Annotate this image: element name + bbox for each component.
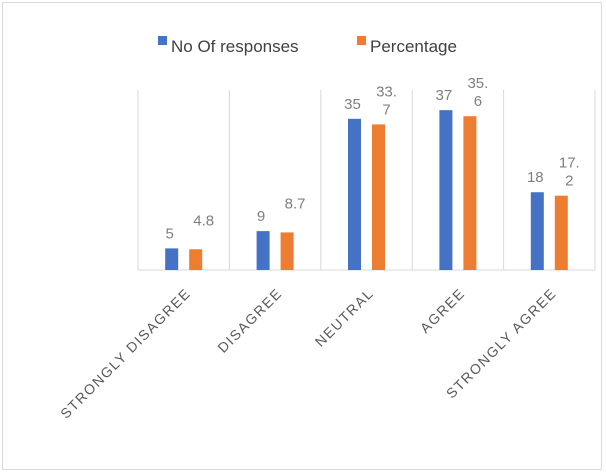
data-label-responses: 35 xyxy=(344,96,361,113)
data-label-percentage: 4.8 xyxy=(193,212,214,229)
data-label-percentage: 35. 6 xyxy=(467,75,488,110)
bar-responses xyxy=(348,118,361,270)
legend-label-responses: No Of responses xyxy=(171,37,299,56)
data-label-percentage: 17. 2 xyxy=(559,155,580,190)
bar-responses xyxy=(439,110,453,270)
chart-frame xyxy=(2,2,602,470)
legend: No Of responses Percentage xyxy=(158,36,457,56)
data-label-responses: 5 xyxy=(166,225,174,242)
x-tick-labels: STRONGLY DISAGREE DISAGREE NEUTRAL AGREESTR… xyxy=(57,285,559,422)
data-label-percentage: 33. 7 xyxy=(376,83,397,118)
data-label-responses: 18 xyxy=(527,169,544,186)
bar-percentage xyxy=(463,116,477,270)
x-tick-label: DISAGREE xyxy=(214,285,285,356)
data-labels: 5 4.8 9 8.7 35 33. 7 37 35. 6 18 17. 2 xyxy=(166,75,580,242)
x-tick-label: NEUTRAL xyxy=(312,285,377,350)
data-label-responses: 9 xyxy=(257,208,265,225)
bar-responses xyxy=(256,231,270,270)
bar-percentage xyxy=(280,232,294,270)
bars xyxy=(165,110,568,270)
gridlines xyxy=(137,90,596,270)
data-label-responses: 37 xyxy=(436,87,453,104)
x-tick-label: AGREE xyxy=(417,285,468,336)
bar-responses xyxy=(165,248,179,270)
x-tick-label: STRONGLY DISAGREE xyxy=(57,285,194,422)
legend-label-percentage: Percentage xyxy=(370,37,457,56)
bar-responses xyxy=(530,192,544,270)
legend-swatch-percentage xyxy=(357,36,366,45)
bar-percentage xyxy=(189,249,203,270)
bar-percentage xyxy=(554,195,568,270)
data-label-percentage: 8.7 xyxy=(285,195,306,212)
legend-swatch-responses xyxy=(158,36,167,45)
bar-percentage xyxy=(372,124,385,270)
